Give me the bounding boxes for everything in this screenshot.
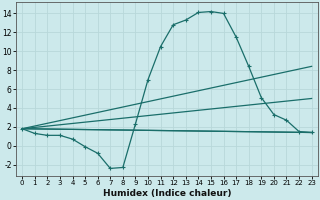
X-axis label: Humidex (Indice chaleur): Humidex (Indice chaleur) — [103, 189, 231, 198]
